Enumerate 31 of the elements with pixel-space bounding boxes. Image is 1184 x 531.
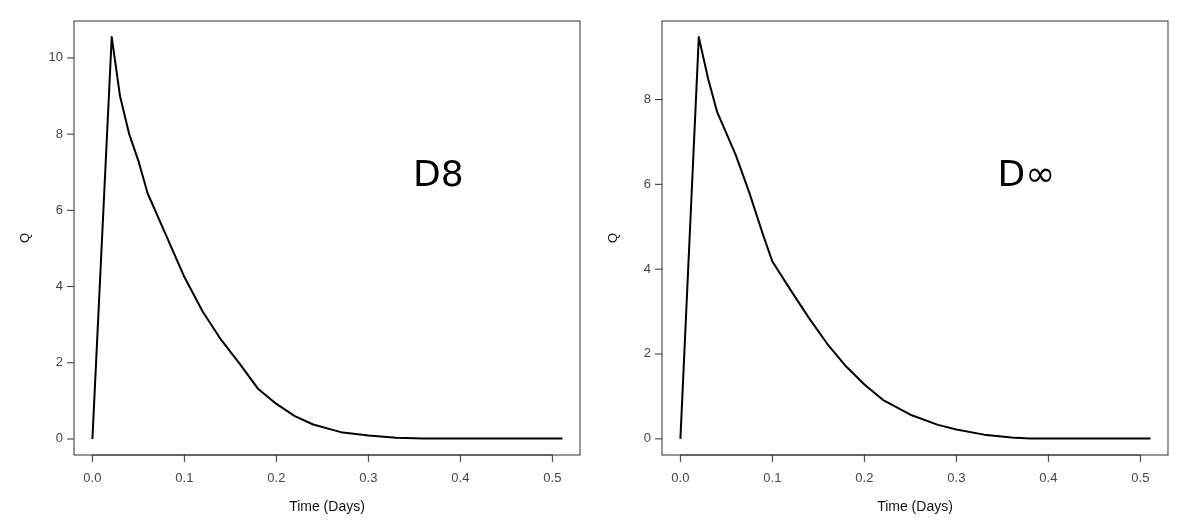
y-tick-label: 2 [643,345,651,361]
y-tick-label: 8 [55,125,63,141]
y-tick-label: 4 [643,260,651,276]
x-tick-label: 0.1 [763,470,782,485]
y-axis-title: Q [17,232,33,244]
line-series [91,36,564,440]
x-axis-title: Time (Days) [877,498,953,514]
x-tick-label: 0.0 [83,470,102,485]
annotation: D∞ [997,152,1056,194]
y-tick-label: 4 [55,278,63,294]
x-axis-title: Time (Days) [289,498,365,514]
x-tick-label: 0.3 [947,470,966,485]
x-tick-label: 0.2 [855,470,874,485]
y-tick-label: 2 [55,354,63,370]
y-tick-label: 6 [643,175,651,191]
y-tick-label: 0 [55,430,63,446]
annotation: D8 [413,152,464,194]
x-tick-label: 0.4 [1039,470,1058,485]
y-tick-label: 0 [643,430,651,446]
x-tick-label: 0.4 [451,470,470,485]
y-tick-label: 8 [643,90,651,106]
x-tick-label: 0.1 [175,470,194,485]
x-tick-label: 0.5 [543,470,562,485]
x-tick-label: 0.2 [267,470,286,485]
y-tick-label: 6 [55,201,63,217]
y-tick-label: 10 [48,49,63,65]
x-tick-label: 0.3 [359,470,378,485]
y-axis-title: Q [605,232,621,244]
line-series [679,36,1152,440]
x-tick-label: 0.5 [1131,470,1150,485]
x-tick-label: 0.0 [671,470,690,485]
